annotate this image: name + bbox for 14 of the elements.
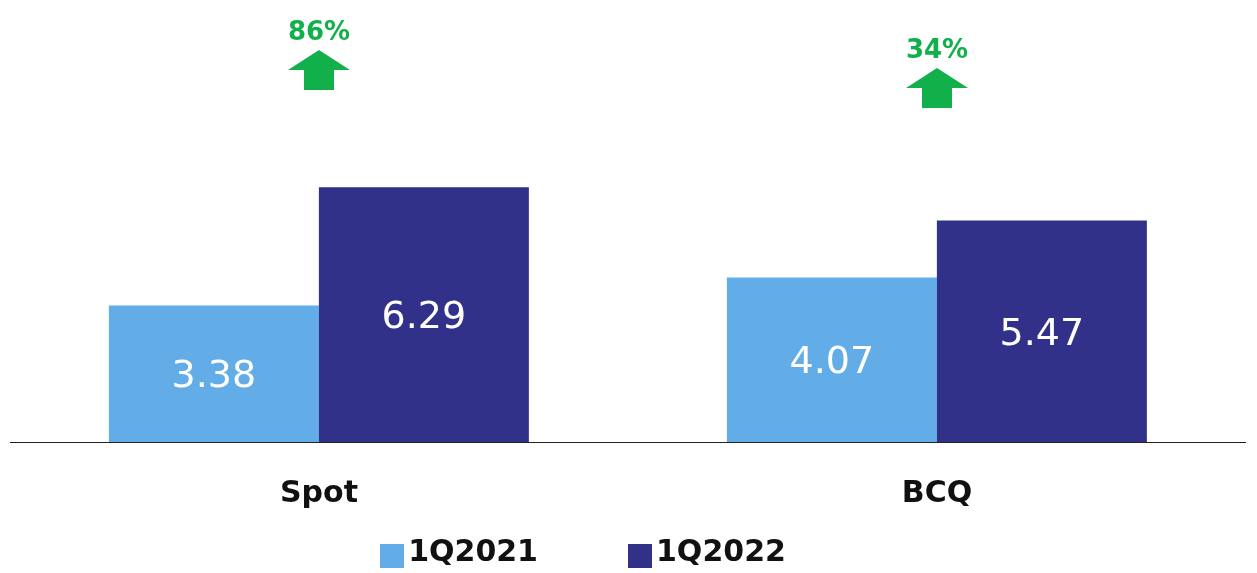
legend-label: 1Q2022 <box>656 532 786 568</box>
data-label: 4.07 <box>789 338 875 383</box>
text: 86% <box>286 16 352 46</box>
legend-label: 1Q2021 <box>408 532 538 568</box>
data-label: 6.29 <box>381 293 467 338</box>
bar <box>318 187 529 443</box>
bar <box>936 220 1147 443</box>
bar <box>108 305 319 443</box>
x-tick-label: Spot <box>279 473 359 509</box>
text: 34% <box>904 34 970 64</box>
data-label: 3.38 <box>171 352 257 397</box>
x-tick-label: BCQ <box>901 473 973 509</box>
data-label: 5.47 <box>999 310 1085 355</box>
bar <box>726 277 937 443</box>
